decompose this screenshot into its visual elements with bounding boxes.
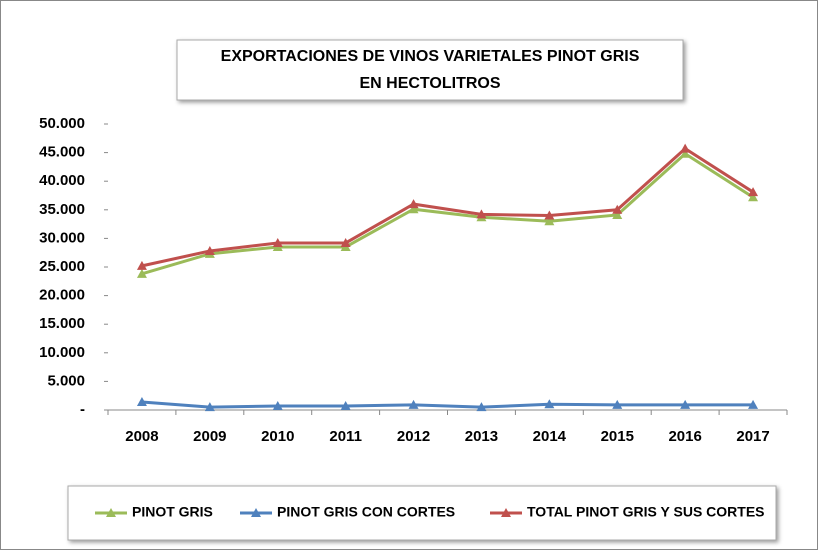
legend-box [67,485,777,541]
x-tick-label: 2012 [397,428,430,445]
x-tick-label: 2014 [533,428,567,445]
point-marker [476,402,487,412]
point-marker [544,210,555,220]
y-tick-label: - [80,401,85,418]
point-marker [136,396,147,406]
series-line [141,151,754,276]
y-tick-label: 5.000 [47,372,85,389]
point-marker [272,237,283,247]
point-marker [204,245,215,255]
point-marker [748,399,759,409]
point-marker [612,399,623,409]
point-marker [544,216,555,226]
y-tick-label: 35.000 [39,201,85,218]
point-marker [612,209,623,219]
legend-label: TOTAL PINOT GRIS Y SUS CORTES [527,504,765,520]
x-tick-label: 2017 [736,428,769,445]
point-marker [204,402,215,412]
y-tick-label: 10.000 [39,344,85,361]
y-tick-label: 50.000 [39,115,85,132]
point-marker [680,143,691,153]
point-marker [408,204,419,214]
point-marker [408,399,419,409]
chart-title: EXPORTACIONES DE VINOS VARIETALES PINOT … [221,48,640,92]
x-tick-label: 2013 [465,428,498,445]
y-tick-label: 20.000 [39,287,85,304]
point-marker [544,399,555,409]
point-marker [680,399,691,409]
y-tick-label: 45.000 [39,144,85,161]
legend-label: PINOT GRIS CON CORTES [277,504,455,520]
point-marker [340,400,351,410]
point-marker [136,260,147,270]
x-tick-label: 2008 [125,428,158,445]
legend-marker [501,508,511,517]
point-marker [748,187,759,197]
point-marker [272,400,283,410]
legend-marker [106,508,116,517]
point-marker [612,204,623,214]
y-tick-label: 40.000 [39,172,85,189]
title-box [176,39,684,101]
series-line [141,146,754,268]
point-marker [748,192,759,202]
legend-label: PINOT GRIS [132,504,213,520]
point-marker [680,148,691,158]
y-tick-label: 15.000 [39,315,85,332]
point-marker [408,199,419,209]
x-tick-label: 2016 [668,428,701,445]
point-marker [136,268,147,278]
point-marker [340,237,351,247]
y-tick-label: 30.000 [39,229,85,246]
legend-marker [251,508,261,517]
x-tick-label: 2011 [329,428,362,445]
x-tick-label: 2010 [261,428,294,445]
x-tick-label: 2015 [601,428,634,445]
series-line [141,400,754,409]
x-tick-label: 2009 [193,428,226,445]
point-marker [476,209,487,219]
y-tick-label: 25.000 [39,258,85,275]
